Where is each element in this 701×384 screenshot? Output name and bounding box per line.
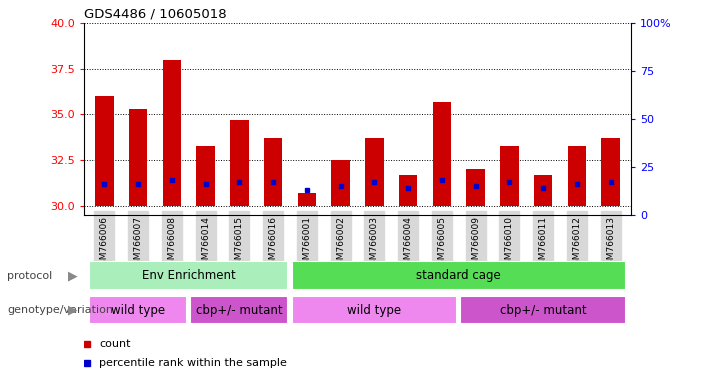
Bar [500,146,519,206]
Bar [292,296,457,324]
Bar [95,96,114,206]
Text: count: count [99,339,130,349]
Text: cbp+/- mutant: cbp+/- mutant [196,304,283,316]
Bar [433,102,451,206]
Bar [365,138,383,206]
Bar [292,261,626,290]
Bar [191,296,288,324]
Text: wild type: wild type [347,304,402,316]
Bar [399,175,417,206]
Text: ▶: ▶ [67,304,77,316]
Bar [298,193,316,206]
Bar [89,296,187,324]
Bar [129,109,147,206]
Bar [461,296,626,324]
Text: genotype/variation: genotype/variation [7,305,113,315]
Bar [163,60,181,206]
Text: standard cage: standard cage [416,269,501,282]
Bar [230,120,249,206]
Text: GDS4486 / 10605018: GDS4486 / 10605018 [84,7,226,20]
Bar [264,138,283,206]
Bar [601,138,620,206]
Bar [332,160,350,206]
Bar [89,261,288,290]
Text: cbp+/- mutant: cbp+/- mutant [500,304,587,316]
Bar [466,169,485,206]
Text: ▶: ▶ [67,269,77,282]
Text: wild type: wild type [111,304,165,316]
Bar [568,146,586,206]
Text: percentile rank within the sample: percentile rank within the sample [99,358,287,368]
Text: Env Enrichment: Env Enrichment [142,269,236,282]
Text: protocol: protocol [7,270,53,281]
Bar [196,146,215,206]
Bar [534,175,552,206]
